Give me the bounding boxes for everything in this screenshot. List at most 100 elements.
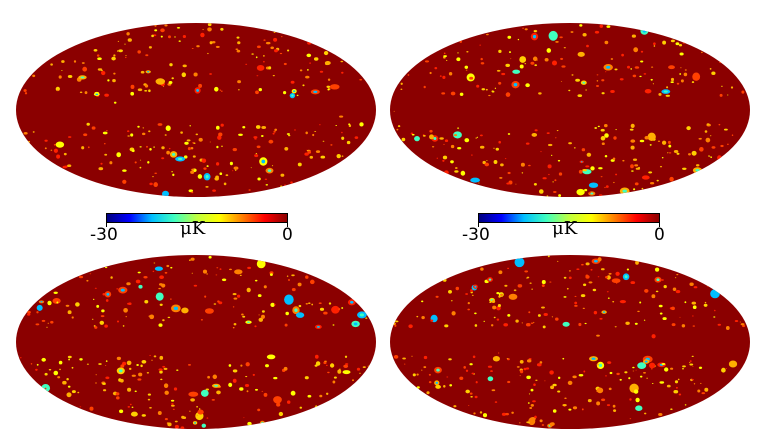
sky-spot (91, 126, 96, 130)
sky-spot (728, 360, 738, 368)
sky-spot (682, 167, 687, 170)
sky-spot (260, 134, 264, 138)
sky-spot (615, 173, 618, 176)
sky-spot (530, 388, 534, 392)
sky-spot (564, 397, 567, 400)
sky-spot (286, 400, 291, 404)
sky-spot (215, 45, 220, 48)
sky-spot (672, 287, 677, 292)
sky-spot (147, 398, 151, 401)
sky-spot (67, 385, 71, 388)
sky-spot (217, 300, 220, 303)
sky-spot (50, 63, 53, 66)
sky-spot (676, 152, 680, 155)
sky-spot (304, 376, 309, 380)
sky-spot (708, 155, 710, 157)
sky-spot (449, 384, 453, 387)
sky-spot (501, 72, 506, 76)
sky-spot (496, 291, 500, 295)
sky-spot (613, 136, 617, 140)
sky-spot (635, 369, 637, 371)
sky-spot (47, 322, 50, 324)
sky-spot (676, 273, 679, 276)
sky-spot (158, 283, 163, 286)
sky-spot (113, 101, 117, 104)
sky-spot (283, 62, 287, 66)
sky-spot (640, 60, 644, 63)
sky-spot (421, 300, 424, 303)
sky-spot (319, 70, 324, 73)
sky-spot (256, 259, 266, 269)
sky-spot (562, 403, 567, 407)
sky-spot (142, 127, 145, 129)
sky-spot (531, 288, 533, 290)
sky-spot (596, 387, 604, 394)
sky-spot (261, 390, 264, 392)
sky-spot (203, 167, 207, 170)
sky-spot (216, 125, 220, 130)
sky-spot (251, 53, 254, 55)
sky-spot (493, 159, 498, 165)
sky-spot (510, 58, 512, 60)
sky-spot-core (350, 300, 354, 304)
sky-spot (122, 325, 125, 327)
sky-spot (325, 364, 328, 367)
sky-spot (173, 387, 178, 391)
sky-spot (585, 165, 590, 168)
sky-spot (478, 182, 480, 184)
sky-spot (455, 286, 460, 291)
mollweide-projection (16, 255, 376, 429)
sky-spot (158, 323, 163, 327)
sky-spot (263, 285, 267, 289)
sky-spot (549, 422, 554, 427)
sky-spot (682, 365, 686, 368)
sky-spot (212, 374, 218, 380)
colorbar-gradient (106, 213, 288, 223)
sky-spot (719, 93, 723, 97)
sky-spot (423, 355, 428, 360)
sky-spot (104, 324, 108, 328)
sky-spot (522, 27, 524, 29)
sky-spot (496, 318, 500, 321)
sky-spot-core (196, 88, 200, 92)
sky-spot (280, 173, 285, 177)
sky-spot (149, 354, 151, 356)
sky-spot (506, 182, 510, 185)
sky-spot (607, 297, 610, 299)
sky-spot (699, 148, 703, 151)
sky-spot (701, 51, 703, 54)
sky-spot (524, 270, 529, 273)
sky-spot (578, 169, 583, 174)
sky-spot (44, 387, 47, 390)
sky-spot (444, 324, 449, 328)
sky-spot (30, 363, 33, 365)
sky-spot (560, 81, 563, 82)
sky-spot (48, 368, 52, 371)
sky-spot (271, 165, 274, 167)
sky-spot (255, 56, 258, 59)
sky-spot (479, 411, 483, 414)
sky-spot-core (591, 357, 596, 360)
sky-spot (579, 24, 583, 27)
sky-spot (113, 72, 116, 75)
sky-spot (485, 88, 488, 91)
sky-spot (509, 51, 511, 54)
sky-spot (576, 188, 585, 196)
sky-spot (269, 273, 273, 276)
sky-spot (651, 294, 656, 299)
sky-spot (146, 145, 148, 148)
sky-spot (206, 165, 209, 168)
sky-spot (216, 145, 219, 149)
sky-spot (204, 295, 207, 298)
sky-spot (594, 30, 600, 34)
sky-spot (67, 74, 73, 79)
sky-spot (307, 150, 312, 154)
sky-spot (557, 390, 561, 393)
sky-spot (558, 194, 562, 197)
sky-spot (649, 362, 656, 369)
sky-spot (600, 268, 605, 271)
sky-spot (550, 385, 555, 390)
sky-spot (283, 91, 287, 95)
sky-spot (649, 181, 655, 185)
sky-spot-core (177, 157, 183, 161)
